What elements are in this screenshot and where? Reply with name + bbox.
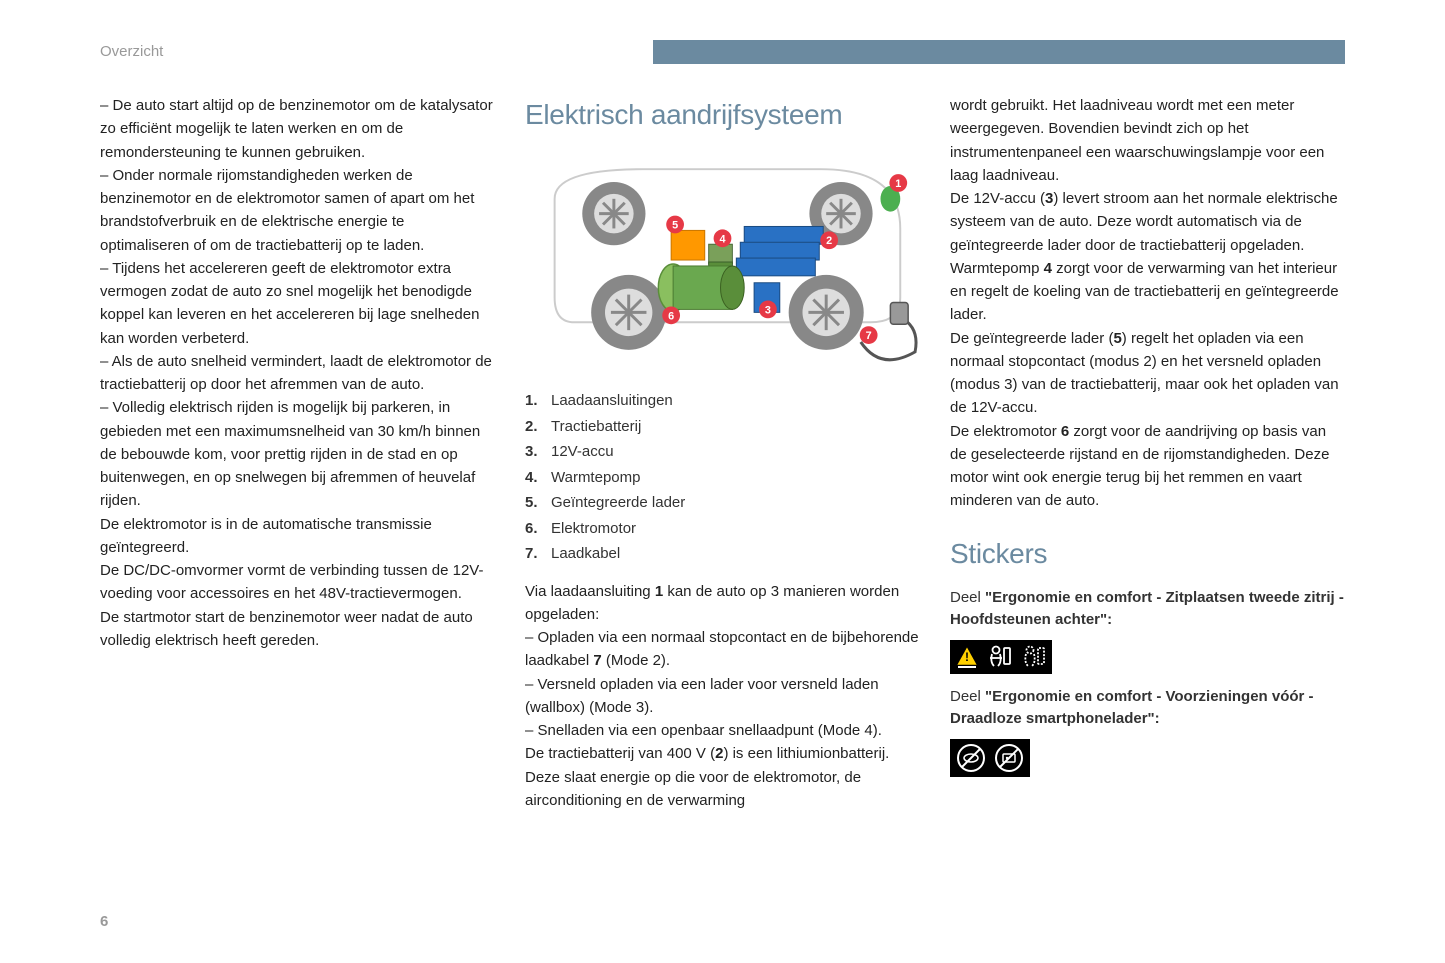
seat-occupied-icon (986, 644, 1012, 670)
svg-text:5: 5 (672, 219, 678, 231)
warning-book-icon: ! (956, 646, 978, 668)
svg-text:3: 3 (765, 304, 771, 316)
content-columns: – De auto start altijd op de benzinemoto… (100, 94, 1345, 812)
headrest-sticker-icons: ! (950, 640, 1052, 674)
wireless-charger-sticker-icons (950, 739, 1030, 777)
svg-text:2: 2 (826, 235, 832, 247)
component-charger (671, 230, 705, 260)
body-paragraph: De elektromotor is in de automatische tr… (100, 513, 495, 560)
legend-item: 1.Laadaansluitingen (525, 390, 920, 413)
section-title-drivetrain: Elektrisch aandrijfsysteem (525, 94, 920, 136)
legend-item: 2.Tractiebatterij (525, 416, 920, 439)
legend-item: 3.12V-accu (525, 441, 920, 464)
header-accent-bar (653, 40, 1345, 64)
wheel-front-left-icon (789, 275, 864, 350)
svg-text:1: 1 (895, 178, 901, 190)
section-label: Overzicht (100, 41, 163, 64)
svg-text:4: 4 (719, 233, 725, 245)
body-bullet: – De auto start altijd op de benzinemoto… (100, 94, 495, 164)
page-header: Overzicht (100, 40, 1345, 64)
sticker-reference: Deel "Ergonomie en comfort - Zitplaatsen… (950, 587, 1345, 632)
sticker-reference: Deel "Ergonomie en comfort - Voorziening… (950, 686, 1345, 731)
body-bullet: – Tijdens het accelereren geeft de elekt… (100, 257, 495, 350)
wheel-back-left-icon (591, 275, 666, 350)
legend-item: 4.Warmtepomp (525, 467, 920, 490)
body-paragraph: De DC/DC-omvormer vormt de verbinding tu… (100, 559, 495, 606)
col3-body: wordt gebruikt. Het laadniveau wordt met… (950, 94, 1345, 513)
drivetrain-svg: 1 2 3 4 5 6 7 (525, 148, 920, 378)
column-2: Elektrisch aandrijfsysteem (525, 94, 920, 812)
body-bullet: – Als de auto snelheid vermindert, laadt… (100, 350, 495, 397)
page-number: 6 (100, 911, 108, 934)
svg-text:!: ! (965, 650, 969, 664)
body-bullet: – Onder normale rijomstandigheden werken… (100, 164, 495, 257)
component-battery (736, 226, 823, 275)
legend-item: 5.Geïntegreerde lader (525, 492, 920, 515)
section-title-stickers: Stickers (950, 533, 1345, 575)
legend-item: 6.Elektromotor (525, 518, 920, 541)
wheel-back-right-icon (582, 182, 645, 245)
drivetrain-diagram: 1 2 3 4 5 6 7 (525, 148, 920, 378)
column-1: – De auto start altijd op de benzinemoto… (100, 94, 495, 812)
no-card-icon (994, 743, 1024, 773)
component-motor (658, 264, 744, 311)
no-metal-icon (956, 743, 986, 773)
component-legend: 1.Laadaansluitingen 2.Tractiebatterij 3.… (525, 390, 920, 566)
legend-item: 7.Laadkabel (525, 543, 920, 566)
body-bullet: – Volledig elektrisch rijden is mogelijk… (100, 396, 495, 512)
column-3: wordt gebruikt. Het laadniveau wordt met… (950, 94, 1345, 812)
svg-text:6: 6 (668, 310, 674, 322)
seat-empty-icon (1020, 644, 1046, 670)
charging-intro: Via laadaansluiting 1 kan de auto op 3 m… (525, 580, 920, 813)
body-paragraph: De startmotor start de benzinemotor weer… (100, 606, 495, 653)
svg-text:7: 7 (866, 330, 872, 342)
